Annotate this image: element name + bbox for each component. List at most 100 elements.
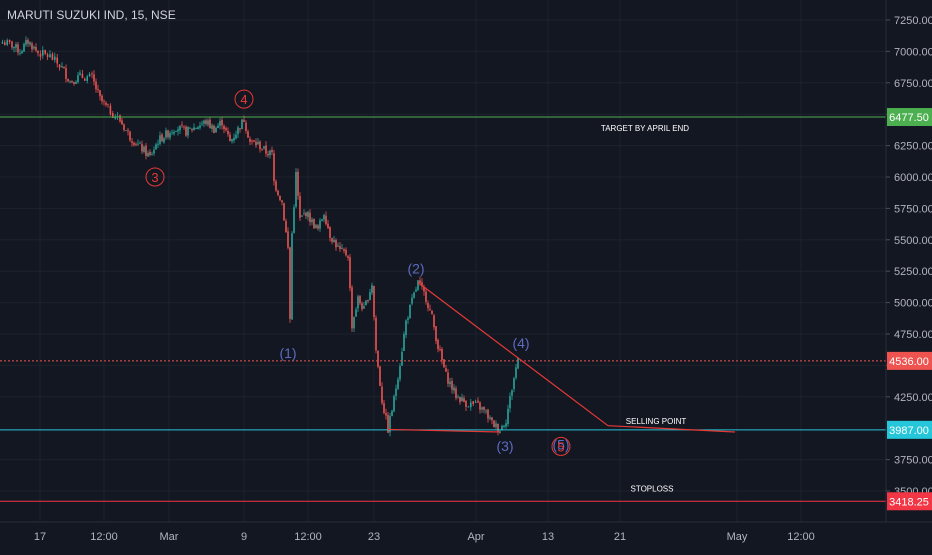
candle-body bbox=[363, 306, 365, 309]
candle-body bbox=[472, 401, 474, 405]
candle-body bbox=[79, 72, 81, 75]
price-level-note: STOPLOSS bbox=[631, 484, 674, 493]
y-tick-label: 6000.00 bbox=[894, 172, 932, 184]
wave-annotations: 3 4 (1) (2) (4) (3) (5)5 bbox=[145, 89, 571, 456]
candle-body bbox=[443, 359, 445, 368]
price-level-badge bbox=[887, 108, 932, 127]
candle-body bbox=[203, 120, 205, 124]
candle-body bbox=[397, 379, 399, 389]
candle-body bbox=[335, 240, 337, 248]
wave-label-circle bbox=[145, 167, 165, 187]
candle-body bbox=[315, 224, 317, 228]
candle-body bbox=[73, 82, 75, 84]
candle-body bbox=[393, 396, 395, 412]
candle-body bbox=[459, 396, 461, 403]
candle-body bbox=[281, 200, 283, 203]
candle-body bbox=[257, 141, 259, 145]
price-level-labels: 6477.50 4536.00 3987.00 3418.25 bbox=[887, 108, 932, 511]
candle-body bbox=[54, 56, 56, 61]
candle-body bbox=[275, 181, 277, 191]
candle-body bbox=[283, 203, 285, 221]
candle-body bbox=[467, 406, 470, 408]
candle-body bbox=[429, 308, 431, 310]
candle-body bbox=[287, 231, 289, 248]
candle-body bbox=[77, 75, 79, 83]
candle-body bbox=[297, 171, 299, 196]
candle-body bbox=[367, 299, 369, 302]
candle-body bbox=[37, 51, 39, 54]
candle-body bbox=[175, 131, 177, 132]
candle-body bbox=[423, 286, 425, 292]
x-tick-label: 12:00 bbox=[787, 531, 815, 543]
candle-body bbox=[245, 122, 247, 131]
candle-body bbox=[470, 402, 472, 408]
candle-body bbox=[107, 104, 109, 106]
wave-label-circle bbox=[234, 89, 254, 109]
trendlines bbox=[387, 282, 736, 433]
candles bbox=[1, 36, 519, 437]
candle-body bbox=[381, 386, 383, 404]
candle-body bbox=[263, 146, 265, 149]
candle-body bbox=[355, 309, 357, 317]
candle-body bbox=[307, 211, 309, 218]
candle-body bbox=[481, 407, 483, 410]
wave-label-circle bbox=[551, 436, 571, 456]
candle-body bbox=[317, 225, 319, 229]
candle-body bbox=[411, 297, 413, 304]
candle-body bbox=[199, 125, 201, 128]
candle-body bbox=[225, 128, 227, 131]
candle-body bbox=[39, 53, 42, 57]
candle-body bbox=[255, 141, 257, 146]
candle-body bbox=[453, 387, 455, 391]
candle-body bbox=[435, 326, 437, 342]
trendline bbox=[387, 428, 501, 433]
candle-body bbox=[513, 378, 515, 390]
wave-label: (1) bbox=[279, 345, 296, 361]
candle-body bbox=[129, 131, 131, 141]
candle-body bbox=[489, 417, 491, 419]
candle-body bbox=[395, 388, 397, 396]
candle-body bbox=[88, 73, 91, 77]
candle-body bbox=[301, 215, 303, 217]
candle-body bbox=[233, 137, 235, 141]
candle-body bbox=[65, 68, 67, 79]
candle-body bbox=[387, 415, 389, 433]
candle-body bbox=[279, 196, 281, 201]
candle-body bbox=[313, 218, 315, 229]
candle-body bbox=[27, 39, 29, 44]
candle-body bbox=[219, 121, 221, 126]
candle-body bbox=[149, 151, 151, 156]
candle-body bbox=[21, 51, 23, 54]
candle-body bbox=[237, 127, 239, 135]
candle-body bbox=[474, 401, 477, 403]
candle-body bbox=[373, 285, 375, 318]
candle-body bbox=[195, 128, 197, 129]
x-axis[interactable]: 17 12:00 Mar 9 12:00 23 Apr 13 21 May 12:00 bbox=[34, 531, 815, 543]
candle-body bbox=[155, 144, 157, 150]
candle-body bbox=[385, 413, 387, 416]
candle-body bbox=[305, 212, 307, 217]
candle-body bbox=[403, 334, 405, 351]
candle-body bbox=[151, 154, 153, 156]
candle-body bbox=[323, 214, 325, 220]
candle-body bbox=[369, 292, 371, 301]
candle-body bbox=[187, 126, 189, 136]
candle-body bbox=[119, 115, 121, 122]
candle-body bbox=[361, 303, 363, 310]
candle-body bbox=[365, 300, 367, 306]
y-tick-label: 5500.00 bbox=[894, 235, 932, 247]
candle-body bbox=[69, 81, 71, 83]
candle-body bbox=[247, 131, 249, 138]
candle-body bbox=[249, 138, 251, 142]
candle-body bbox=[413, 292, 415, 298]
candle-body bbox=[4, 42, 6, 46]
candle-body bbox=[253, 140, 255, 142]
candle-body bbox=[135, 144, 137, 146]
candle-body bbox=[29, 42, 31, 45]
price-level-note: SELLING POINT bbox=[626, 417, 687, 426]
x-tick-label: 9 bbox=[241, 531, 247, 543]
candle-body bbox=[337, 245, 339, 247]
candle-body bbox=[329, 226, 331, 238]
candle-body bbox=[371, 285, 373, 293]
